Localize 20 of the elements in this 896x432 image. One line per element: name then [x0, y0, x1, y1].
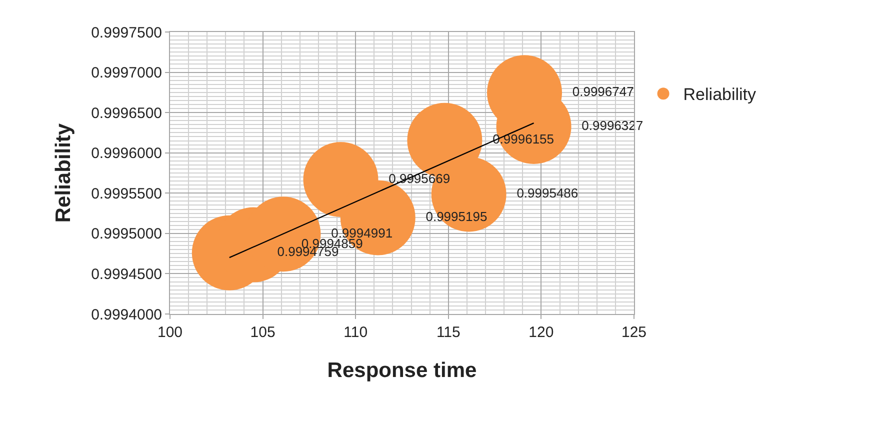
- x-tick-label: 105: [250, 324, 276, 341]
- y-tick-label: 0.9995500: [91, 185, 162, 202]
- y-tick-label: 0.9996500: [91, 104, 162, 122]
- x-tick-label: 115: [436, 324, 460, 341]
- x-tick-label: 100: [157, 324, 183, 341]
- y-tick-label: 0.9994000: [91, 306, 162, 324]
- y-tick-label: 0.9996000: [91, 145, 162, 162]
- legend-label: Reliability: [683, 85, 757, 104]
- y-tick-label: 0.9997000: [91, 64, 162, 82]
- y-tick-label: 0.9997500: [91, 24, 162, 42]
- x-tick-label: 110: [344, 324, 368, 341]
- y-axis-title: Reliability: [52, 123, 76, 223]
- x-tick-label: 120: [528, 324, 554, 341]
- data-label: 0.9996747: [572, 84, 634, 99]
- data-label: 0.9995486: [516, 186, 578, 201]
- x-axis-title: Response time: [327, 359, 477, 382]
- x-tick-label: 125: [621, 324, 647, 341]
- y-tick-label: 0.9994500: [91, 266, 162, 283]
- data-label: 0.9996327: [582, 118, 644, 133]
- y-tick-label: 0.9995000: [91, 226, 162, 243]
